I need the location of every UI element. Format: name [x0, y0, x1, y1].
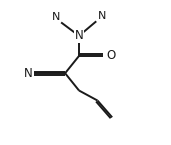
- Text: N: N: [98, 11, 106, 21]
- Text: N: N: [75, 29, 83, 42]
- Text: O: O: [107, 49, 116, 62]
- Text: N: N: [24, 67, 33, 80]
- Text: N: N: [51, 12, 60, 22]
